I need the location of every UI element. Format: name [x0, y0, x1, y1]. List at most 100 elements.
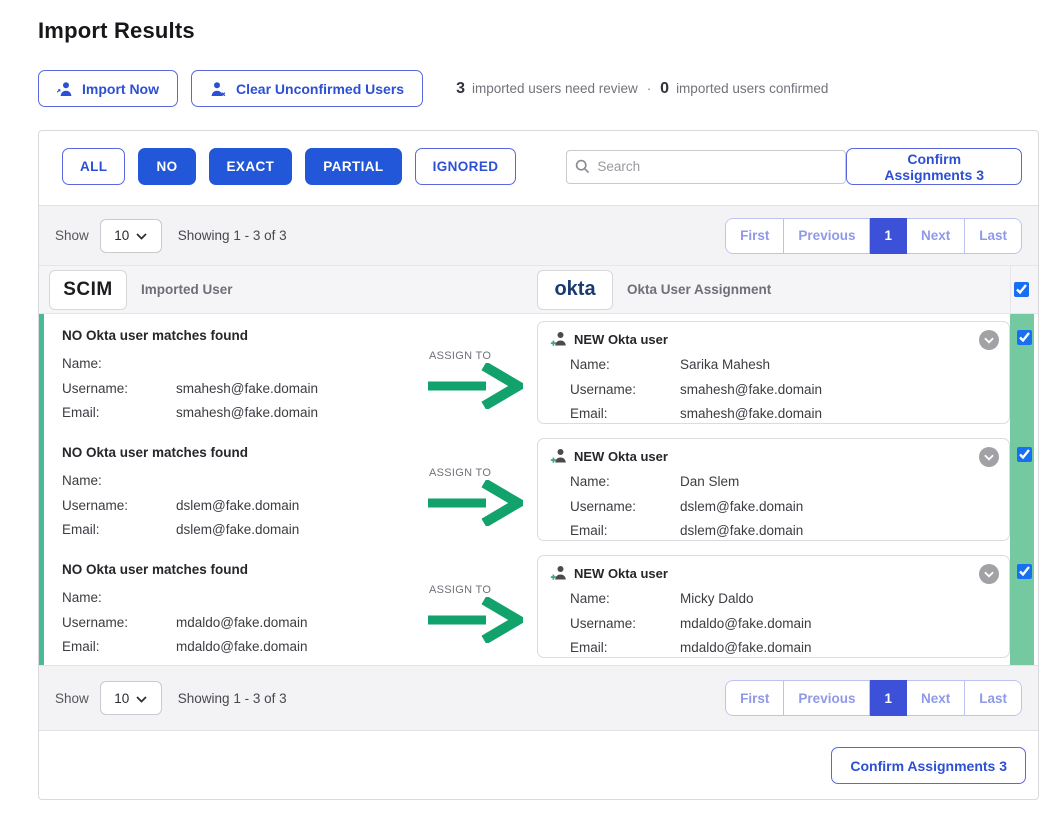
panel-footer: Confirm Assignments 3: [39, 731, 1038, 799]
filter-ignored[interactable]: IGNORED: [415, 148, 517, 185]
name-label: Name:: [570, 587, 680, 612]
username-label: Username:: [62, 611, 176, 636]
imported-email-value: dslem@fake.domain: [176, 518, 299, 543]
imported-user-column-header: SCIM Imported User: [39, 270, 537, 310]
okta-assignment-cell: NEW Okta user Name:Micky Daldo Username:…: [537, 548, 1010, 665]
separator-dot: ·: [645, 81, 653, 96]
card-fields: Name:Micky Daldo Username:mdaldo@fake.do…: [550, 582, 997, 661]
imported-user-cell: NO Okta user matches found Name: Usernam…: [44, 431, 537, 548]
page-size-value: 10: [114, 228, 129, 243]
assign-to-indicator: ASSIGN TO: [428, 467, 523, 531]
match-status: NO Okta user matches found: [62, 328, 537, 343]
pager-first[interactable]: First: [725, 680, 784, 716]
search-input[interactable]: [566, 150, 846, 184]
showing-range: Showing 1 - 3 of 3: [178, 228, 287, 243]
imported-email-value: mdaldo@fake.domain: [176, 635, 308, 660]
pager-last[interactable]: Last: [965, 680, 1022, 716]
confirmed-count: 0: [660, 80, 669, 98]
chevron-down-icon: [136, 228, 147, 243]
assign-to-label: ASSIGN TO: [429, 467, 523, 479]
username-label: Username:: [570, 378, 680, 403]
card-fields: Name:Sarika Mahesh Username:smahesh@fake…: [550, 348, 997, 427]
name-label: Name:: [62, 469, 176, 494]
scim-logo: SCIM: [49, 270, 127, 310]
user-add-icon: [550, 565, 568, 582]
okta-name-value: Micky Daldo: [680, 587, 754, 612]
confirm-assignments-button-bottom[interactable]: Confirm Assignments 3: [831, 747, 1026, 784]
user-add-icon: [550, 331, 568, 348]
page-size-select[interactable]: 10: [100, 681, 162, 715]
match-status: NO Okta user matches found: [62, 562, 537, 577]
filter-exact[interactable]: EXACT: [209, 148, 293, 185]
okta-user-header-label: Okta User Assignment: [627, 282, 771, 297]
pager-top: First Previous 1 Next Last: [725, 218, 1022, 254]
pagination-band-bottom: Show 10 Showing 1 - 3 of 3 First Previou…: [39, 665, 1038, 731]
email-label: Email:: [62, 518, 176, 543]
assign-arrow-icon: [428, 630, 523, 647]
okta-username-value: dslem@fake.domain: [680, 495, 803, 520]
import-now-button[interactable]: Import Now: [38, 70, 178, 107]
match-status: NO Okta user matches found: [62, 445, 537, 460]
pager-previous[interactable]: Previous: [784, 680, 870, 716]
username-label: Username:: [570, 495, 680, 520]
email-label: Email:: [62, 635, 176, 660]
user-import-icon: [57, 81, 73, 97]
pagination-band-top: Show 10 Showing 1 - 3 of 3 First Previou…: [39, 205, 1038, 265]
clear-unconfirmed-label: Clear Unconfirmed Users: [236, 81, 404, 97]
clear-unconfirmed-button[interactable]: Clear Unconfirmed Users: [191, 70, 423, 107]
pager-next[interactable]: Next: [907, 680, 965, 716]
card-header: NEW Okta user: [550, 331, 997, 348]
pager-previous[interactable]: Previous: [784, 218, 870, 254]
row-select-checkbox[interactable]: [1017, 447, 1032, 462]
name-label: Name:: [570, 470, 680, 495]
card-expand-button[interactable]: [979, 330, 999, 350]
page-size-select[interactable]: 10: [100, 219, 162, 253]
select-all-cell: [1010, 266, 1038, 313]
okta-logo: okta: [537, 270, 613, 310]
card-fields: Name:Dan Slem Username:dslem@fake.domain…: [550, 465, 997, 544]
okta-name-value: Dan Slem: [680, 470, 739, 495]
email-label: Email:: [62, 401, 176, 426]
pager-first[interactable]: First: [725, 218, 784, 254]
new-okta-user-badge: NEW Okta user: [574, 449, 668, 464]
row-select-cell: [1010, 431, 1038, 548]
row-select-checkbox[interactable]: [1017, 330, 1032, 345]
select-all-checkbox[interactable]: [1014, 282, 1029, 297]
pager-next[interactable]: Next: [907, 218, 965, 254]
show-label: Show: [55, 228, 89, 243]
assign-arrow-icon: [428, 513, 523, 530]
table-row: NO Okta user matches found Name: Usernam…: [44, 314, 1038, 431]
row-select-checkbox[interactable]: [1017, 564, 1032, 579]
pager-bottom: First Previous 1 Next Last: [725, 680, 1022, 716]
assign-to-label: ASSIGN TO: [429, 584, 523, 596]
pager-page-1[interactable]: 1: [870, 218, 907, 254]
pager-page-1[interactable]: 1: [870, 680, 907, 716]
assign-arrow-icon: [428, 396, 523, 413]
username-label: Username:: [570, 612, 680, 637]
email-label: Email:: [570, 402, 680, 427]
okta-user-card: NEW Okta user Name:Micky Daldo Username:…: [537, 555, 1010, 658]
okta-username-value: mdaldo@fake.domain: [680, 612, 812, 637]
okta-user-card: NEW Okta user Name:Dan Slem Username:dsl…: [537, 438, 1010, 541]
filter-partial[interactable]: PARTIAL: [305, 148, 401, 185]
show-label: Show: [55, 691, 89, 706]
imported-user-header-label: Imported User: [141, 282, 233, 297]
new-okta-user-badge: NEW Okta user: [574, 566, 668, 581]
name-label: Name:: [62, 352, 176, 377]
email-label: Email:: [570, 636, 680, 661]
okta-assignment-cell: NEW Okta user Name:Dan Slem Username:dsl…: [537, 431, 1010, 548]
okta-user-column-header: okta Okta User Assignment: [537, 270, 1010, 310]
page-size-value: 10: [114, 691, 129, 706]
import-status-summary: 3 imported users need review · 0 importe…: [456, 80, 828, 98]
card-header: NEW Okta user: [550, 448, 997, 465]
filter-all[interactable]: ALL: [62, 148, 125, 185]
confirm-assignments-button-top[interactable]: Confirm Assignments 3: [846, 148, 1022, 185]
card-expand-button[interactable]: [979, 447, 999, 467]
card-expand-button[interactable]: [979, 564, 999, 584]
filter-no[interactable]: NO: [138, 148, 195, 185]
pager-last[interactable]: Last: [965, 218, 1022, 254]
okta-assignment-cell: NEW Okta user Name:Sarika Mahesh Usernam…: [537, 314, 1010, 431]
table-row: NO Okta user matches found Name: Usernam…: [44, 548, 1038, 665]
okta-username-value: smahesh@fake.domain: [680, 378, 822, 403]
row-select-cell: [1010, 548, 1038, 665]
